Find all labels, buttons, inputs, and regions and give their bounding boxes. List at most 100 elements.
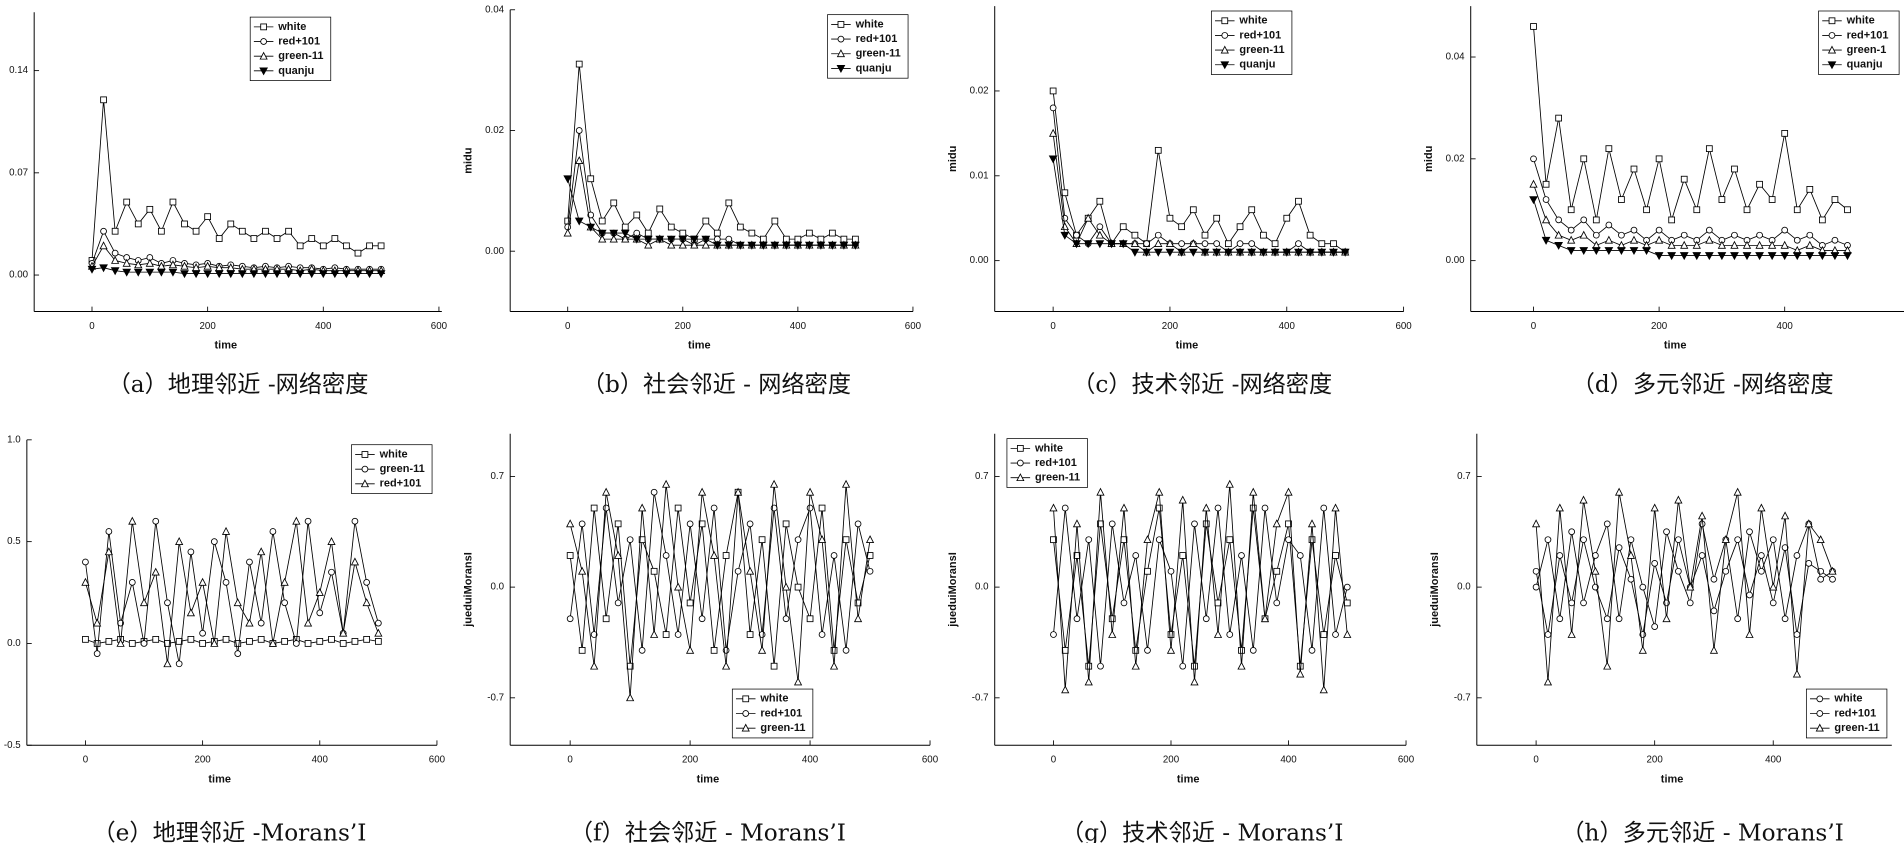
marker (829, 229, 836, 237)
marker (1236, 223, 1244, 231)
marker (339, 640, 347, 647)
marker (1615, 544, 1623, 551)
marker (735, 241, 745, 250)
marker (1679, 252, 1689, 261)
marker (643, 235, 653, 244)
marker (747, 241, 757, 250)
marker (1096, 487, 1105, 496)
marker (1579, 230, 1588, 239)
marker (1831, 196, 1839, 203)
marker (1843, 252, 1852, 261)
panel: 0 200 400 600 -0.7 0.0 0.7 time jueduiMoransI whi… (463, 433, 939, 843)
marker (1235, 248, 1245, 257)
marker (151, 567, 160, 576)
y-tick-label: 0.02 (1446, 153, 1465, 164)
marker (837, 21, 845, 28)
marker (1097, 662, 1104, 670)
marker (866, 567, 874, 575)
marker (1085, 662, 1093, 670)
y-tick-label: 0.7 (1457, 471, 1471, 482)
marker (1248, 240, 1256, 248)
marker (1270, 248, 1280, 257)
marker (192, 227, 200, 235)
legend-label: green-11 (1239, 44, 1284, 56)
marker (748, 229, 756, 237)
series-line (1533, 26, 1848, 221)
x-tick-label: 600 (1395, 321, 1412, 332)
marker (1119, 223, 1127, 231)
marker (1118, 240, 1128, 249)
marker (156, 268, 166, 277)
marker (1755, 240, 1764, 249)
marker (175, 660, 183, 668)
marker (1167, 567, 1175, 575)
marker (1238, 552, 1245, 559)
series-line (85, 521, 379, 664)
marker (781, 241, 791, 250)
y-tick-label: -0.7 (1454, 692, 1471, 703)
marker (1142, 248, 1151, 257)
legend-label: white (277, 21, 306, 33)
marker (621, 223, 629, 231)
marker (342, 270, 351, 279)
marker (1629, 235, 1639, 244)
marker (303, 618, 313, 627)
legend-label: green-11 (856, 48, 901, 60)
marker (100, 227, 107, 235)
marker (770, 241, 780, 250)
marker (246, 558, 253, 566)
y-tick-label: 0.07 (9, 167, 28, 178)
y-axis-label: midu (947, 146, 959, 172)
marker (1604, 235, 1613, 244)
x-axis-label: time (1176, 340, 1199, 352)
marker (655, 235, 665, 244)
marker (1604, 247, 1614, 256)
marker (1554, 242, 1564, 250)
x-tick-label: 0 (1531, 321, 1537, 332)
marker (1793, 631, 1801, 638)
marker (1718, 196, 1726, 203)
marker (128, 640, 136, 647)
x-tick-label: 600 (431, 321, 448, 332)
marker (575, 156, 584, 165)
legend-label: red+101 (380, 478, 422, 490)
marker (134, 220, 142, 228)
legend-label: white (1833, 693, 1862, 705)
marker (1806, 231, 1814, 239)
marker (1332, 552, 1339, 559)
marker (836, 49, 846, 58)
marker (1319, 685, 1328, 694)
marker (1630, 226, 1638, 234)
legend-label: white (855, 18, 884, 30)
marker (104, 547, 113, 556)
marker (710, 504, 718, 512)
marker (566, 519, 575, 528)
marker (1603, 520, 1611, 528)
marker (563, 228, 572, 237)
marker (292, 640, 300, 647)
marker (93, 640, 101, 647)
marker (1667, 252, 1677, 261)
marker (1710, 607, 1718, 615)
marker (1617, 247, 1626, 256)
marker (1638, 645, 1647, 654)
x-tick-label: 400 (1279, 321, 1296, 332)
marker (836, 65, 846, 73)
marker (1259, 248, 1268, 257)
marker (1073, 615, 1081, 623)
marker (1829, 575, 1836, 583)
marker (1340, 248, 1350, 257)
marker (269, 528, 277, 535)
marker (1555, 503, 1564, 512)
marker (1153, 248, 1163, 257)
marker (1756, 180, 1763, 188)
marker (1296, 669, 1305, 678)
marker (260, 23, 267, 31)
marker (666, 235, 676, 244)
marker (292, 516, 301, 525)
series-line (1535, 522, 1833, 627)
marker (1131, 661, 1140, 670)
marker (1529, 179, 1538, 188)
marker (590, 504, 598, 512)
